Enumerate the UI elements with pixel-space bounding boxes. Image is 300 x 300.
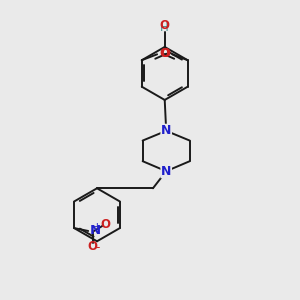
Text: O: O [159, 19, 169, 32]
Text: N: N [161, 124, 171, 137]
Text: O: O [88, 240, 98, 253]
Text: O: O [159, 47, 170, 60]
Text: -: - [96, 241, 100, 254]
Text: N: N [90, 224, 101, 238]
Text: H: H [160, 21, 169, 34]
Text: N: N [161, 165, 171, 178]
Text: O: O [100, 218, 110, 231]
Text: O: O [160, 47, 170, 60]
Text: +: + [93, 222, 102, 232]
